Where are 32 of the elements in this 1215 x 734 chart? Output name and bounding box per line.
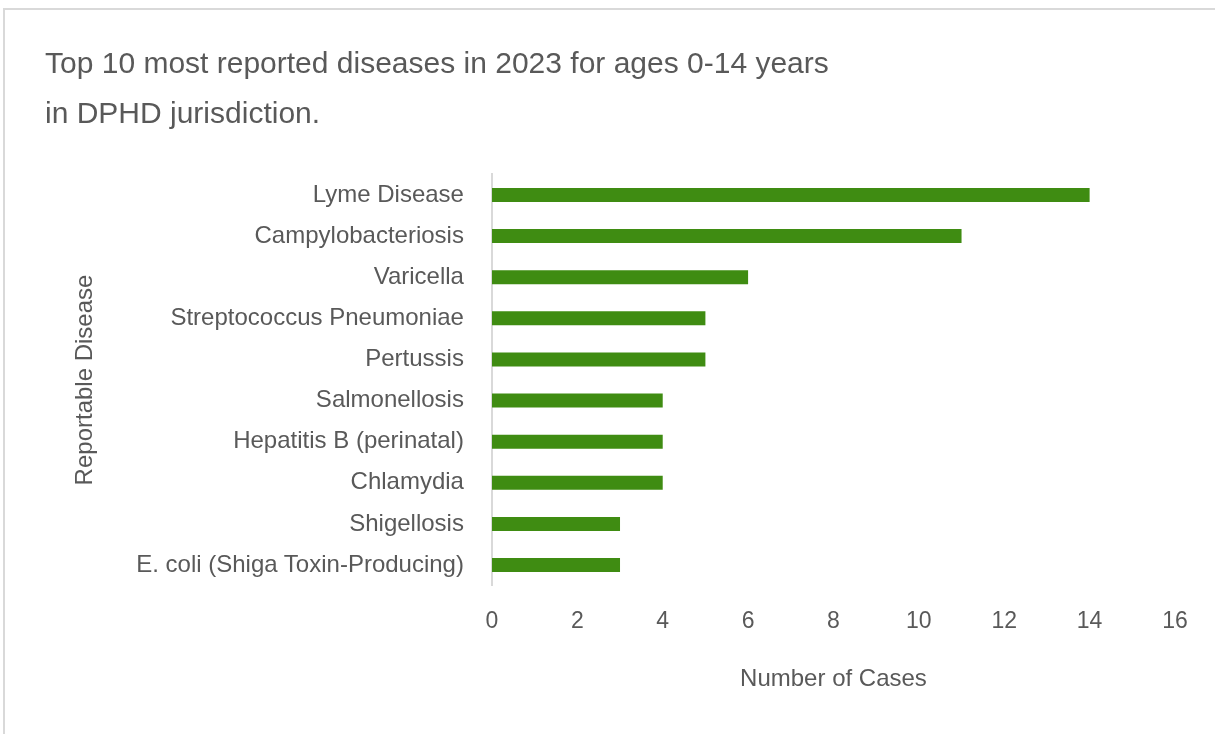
x-tick-label: 2 xyxy=(570,606,584,633)
bar xyxy=(491,516,621,531)
x-tick-label: 0 xyxy=(485,606,499,633)
bar xyxy=(491,475,663,490)
bar xyxy=(491,229,962,244)
y-tick-label: Varicella xyxy=(373,261,465,289)
y-tick-label: E. coli (Shiga Toxin-Producing) xyxy=(136,549,464,577)
x-tick-label: 16 xyxy=(1162,606,1188,633)
y-tick-label: Chlamydia xyxy=(350,467,465,495)
y-tick-label: Salmonellosis xyxy=(315,385,464,413)
y-tick-label: Shigellosis xyxy=(349,508,464,536)
x-tick-label: 10 xyxy=(906,606,932,633)
x-tick-label: 14 xyxy=(1076,606,1103,633)
bar xyxy=(491,352,706,367)
bar xyxy=(491,187,1090,202)
y-tick-label: Campylobacteriosis xyxy=(254,220,464,248)
x-tick-label: 12 xyxy=(991,606,1018,633)
y-tick-label: Pertussis xyxy=(365,344,464,372)
y-tick-label: Hepatitis B (perinatal) xyxy=(233,426,464,454)
y-tick-label: Streptococcus Pneumoniae xyxy=(170,302,464,330)
x-axis-title: Number of Cases xyxy=(740,664,927,692)
bar xyxy=(491,558,621,573)
bar xyxy=(491,393,663,408)
x-tick-label: 6 xyxy=(741,606,755,633)
x-tick-label: 8 xyxy=(827,606,840,633)
bar xyxy=(491,434,663,449)
y-tick-label: Lyme Disease xyxy=(312,179,464,207)
chart-title: Top 10 most reported diseases in 2023 for ages 0-14 years in DPHD jurisdiction. xyxy=(45,45,830,131)
y-axis-title: Reportable Disease xyxy=(70,274,98,486)
x-tick-label: 4 xyxy=(656,606,670,633)
bar xyxy=(491,311,706,326)
bar xyxy=(491,270,749,285)
